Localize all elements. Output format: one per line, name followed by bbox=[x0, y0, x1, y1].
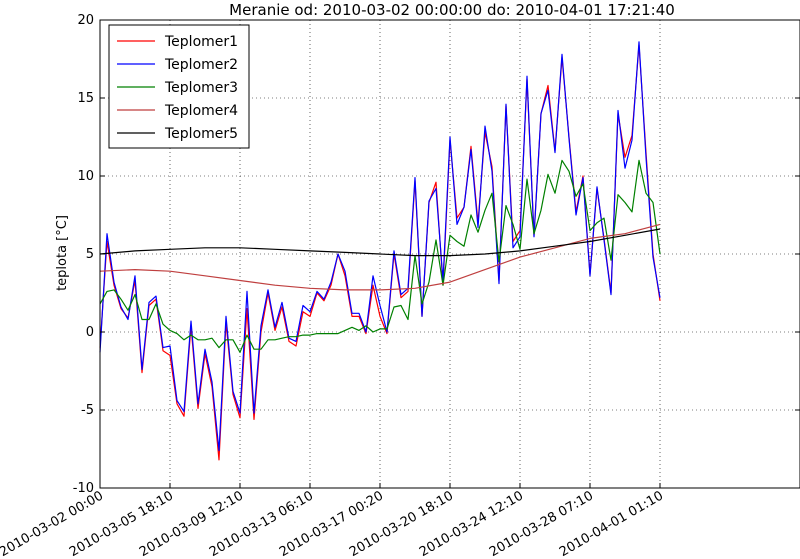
chart-title: Meranie od: 2010-03-02 00:00:00 do: 2010… bbox=[229, 1, 675, 19]
y-tick-label: -5 bbox=[81, 403, 94, 418]
y-axis-ticks: -10 -5 0 5 10 15 20 bbox=[73, 13, 800, 496]
legend: Teplomer1 Teplomer2 Teplomer3 Teplomer4 Tepl… bbox=[108, 24, 250, 149]
series-lines bbox=[99, 41, 661, 461]
y-tick-label: -10 bbox=[73, 481, 94, 496]
legend-label: Teplomer5 bbox=[164, 126, 238, 142]
legend-label: Teplomer2 bbox=[164, 57, 238, 73]
y-tick-label: 5 bbox=[86, 247, 94, 262]
y-axis-label: teplota [°C] bbox=[55, 215, 70, 291]
series-line-teplomer5 bbox=[99, 228, 661, 257]
series-line-teplomer3 bbox=[99, 159, 661, 353]
legend-label: Teplomer3 bbox=[164, 80, 238, 96]
y-tick-label: 10 bbox=[77, 169, 94, 184]
legend-label: Teplomer4 bbox=[164, 103, 238, 119]
y-tick-label: 15 bbox=[77, 91, 94, 106]
y-tick-label: 0 bbox=[86, 325, 94, 340]
y-tick-label: 20 bbox=[77, 13, 94, 28]
legend-label: Teplomer1 bbox=[164, 34, 238, 50]
series-line-teplomer2 bbox=[99, 41, 661, 452]
